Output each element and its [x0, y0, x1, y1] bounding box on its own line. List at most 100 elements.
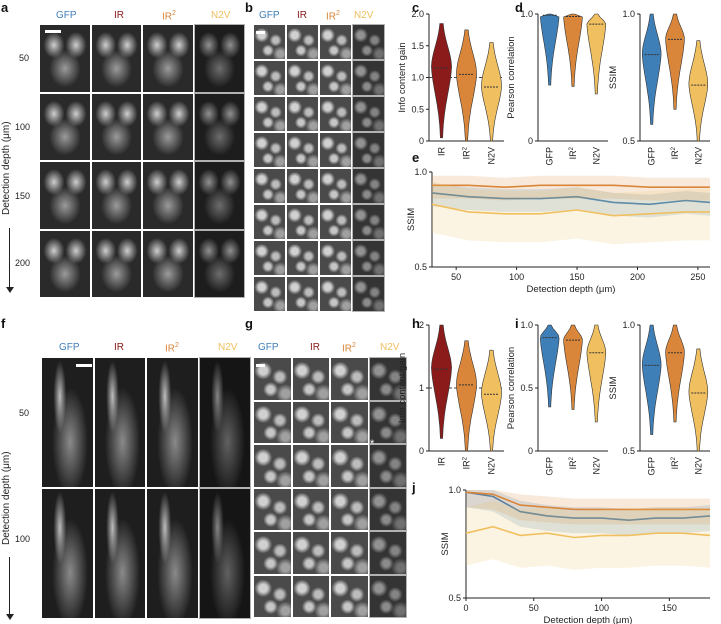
category-sup-h-1: 2: [463, 456, 469, 460]
band-j-2: [466, 500, 710, 570]
violin-i2-0: [641, 324, 662, 435]
cell-tile-b-r2-c2: [319, 96, 352, 132]
depth-label-200: 200: [15, 258, 31, 268]
arrow-head-f: [6, 614, 14, 620]
violin-d2-0: [641, 13, 662, 125]
cell-tile-b-r6-c1: [286, 240, 319, 276]
violin-d1-1: [563, 13, 583, 87]
tissue-tile-r0-c2: [146, 357, 199, 488]
cell-tile-b-r7-c3: [352, 276, 385, 312]
brain-tile-r2-c1: [90, 161, 142, 230]
cell-tile-b-r3-c3: [352, 132, 385, 168]
cell-tile-g-r2-c2: [330, 444, 369, 488]
cell-tile-b-r2-c0: [253, 96, 286, 132]
cell-tile-g-r4-c3: [368, 531, 407, 575]
cell-tile-b-r0-c0: [253, 24, 286, 60]
category-sup-i2-1: 2: [671, 456, 677, 460]
panel-label-d: d: [515, 0, 523, 15]
brain-tile-r1-c3: [193, 92, 245, 161]
y-tick-label-j-1: 1.0: [448, 485, 461, 495]
brain-tile-r0-c0: [39, 24, 91, 93]
cell-tile-b-r0-c2: [319, 24, 352, 60]
violin-i2-2: [688, 348, 709, 452]
category-label-d2-0: GFP: [647, 147, 657, 166]
brain-tile-r2-c0: [39, 161, 91, 230]
depth-label-100: 100: [15, 122, 31, 132]
category-label-d2-2: N2V: [693, 147, 703, 165]
brain-tile-r3-c2: [142, 229, 194, 298]
violin-d2-1: [665, 13, 685, 110]
cell-tile-b-r1-c3: [352, 60, 385, 96]
category-sup-c-1: 2: [463, 146, 469, 150]
y-label-i1: Pearson correlation: [506, 347, 517, 429]
y-label-d1: Pearson correlation: [506, 36, 517, 118]
violin-c-2: [481, 42, 502, 142]
x-tick-label-e-2: 150: [570, 272, 585, 282]
violin-h-1: [456, 340, 477, 452]
y-tick-label-i2-0: 0.5: [622, 446, 635, 456]
brain-tile-r0-c3: [193, 24, 245, 93]
panel-label-b: b: [245, 0, 253, 15]
brain-tile-r0-c2: [142, 24, 194, 93]
cell-tile-g-r5-c2: [330, 574, 369, 618]
x-tick-label-j-1: 50: [529, 603, 539, 613]
y-tick-label-h-0: 0: [419, 446, 424, 456]
category-label-d1-2: N2V: [591, 147, 601, 165]
cell-tile-b-r5-c3: [352, 204, 385, 240]
header-ir2-a: IR2: [162, 10, 176, 23]
category-label-d1-0: GFP: [545, 147, 555, 166]
violin-c-0: [431, 23, 452, 139]
y-tick-label-e-0: 0.5: [414, 262, 427, 272]
violin-i1-2: [586, 324, 607, 423]
violin-d2-2: [688, 40, 708, 142]
violin-i2-1: [665, 324, 685, 423]
cell-tile-b-r2-c1: [286, 96, 319, 132]
category-label-i2-2: N2V: [693, 457, 703, 475]
y-label-h: Info content gain: [397, 353, 408, 423]
y-label-c: Info content gain: [397, 42, 408, 112]
band-e-2: [432, 181, 710, 245]
series-line-e-1: [432, 184, 710, 189]
depth-label-50-f: 50: [19, 408, 30, 418]
cell-tile-g-r4-c2: [330, 531, 369, 575]
category-label-i2-1: IR2: [670, 456, 680, 469]
cell-tile-b-r1-c2: [319, 60, 352, 96]
y-label-d2: SSIM: [608, 66, 619, 89]
category-label-c-0: IR: [437, 146, 447, 156]
category-label-h-0: IR: [437, 456, 447, 466]
category-label-h-2: N2V: [487, 457, 497, 475]
cell-tile-b-r1-c1: [286, 60, 319, 96]
cell-tile-b-r3-c1: [286, 132, 319, 168]
series-line-e-2: [431, 203, 710, 217]
panel-label-i: i: [515, 316, 519, 331]
y-tick-label-c-1: 0.5: [411, 104, 424, 114]
violin-d1-0: [539, 13, 560, 86]
band-e-0: [432, 183, 710, 218]
y-tick-label-d1-0: 0: [528, 136, 533, 146]
x-tick-label-j-2: 100: [594, 603, 609, 613]
tissue-tile-r0-c0: [41, 357, 94, 488]
panel-label-a: a: [1, 0, 9, 15]
y-tick-label-d1-1: 1.0: [520, 9, 533, 19]
band-e-1: [432, 175, 710, 201]
violin-i1-0: [539, 324, 560, 408]
brain-tile-r3-c3: [193, 229, 245, 298]
depth-label-50: 50: [19, 53, 30, 63]
cell-tile-b-r4-c0: [253, 168, 286, 204]
violin-i1-1: [563, 324, 583, 410]
cell-tile-g-r3-c2: [330, 487, 369, 531]
category-label-c-2: N2V: [487, 147, 497, 165]
header-gfp-g: GFP: [258, 342, 279, 353]
cell-tile-g-r5-c1: [291, 574, 330, 618]
category-label-i1-2: N2V: [591, 457, 601, 475]
depth-arrow-a: [9, 228, 10, 290]
header-n2v-f: N2V: [218, 342, 238, 353]
depth-label-100-f: 100: [15, 534, 31, 544]
cell-tile-g-r3-c0: [253, 487, 292, 531]
header-ir-a: IR: [114, 10, 124, 21]
category-sup-d2-1: 2: [671, 146, 677, 150]
brain-tile-r2-c2: [142, 161, 194, 230]
cell-tile-b-r3-c2: [319, 132, 352, 168]
cell-tile-b-r7-c0: [253, 276, 286, 312]
